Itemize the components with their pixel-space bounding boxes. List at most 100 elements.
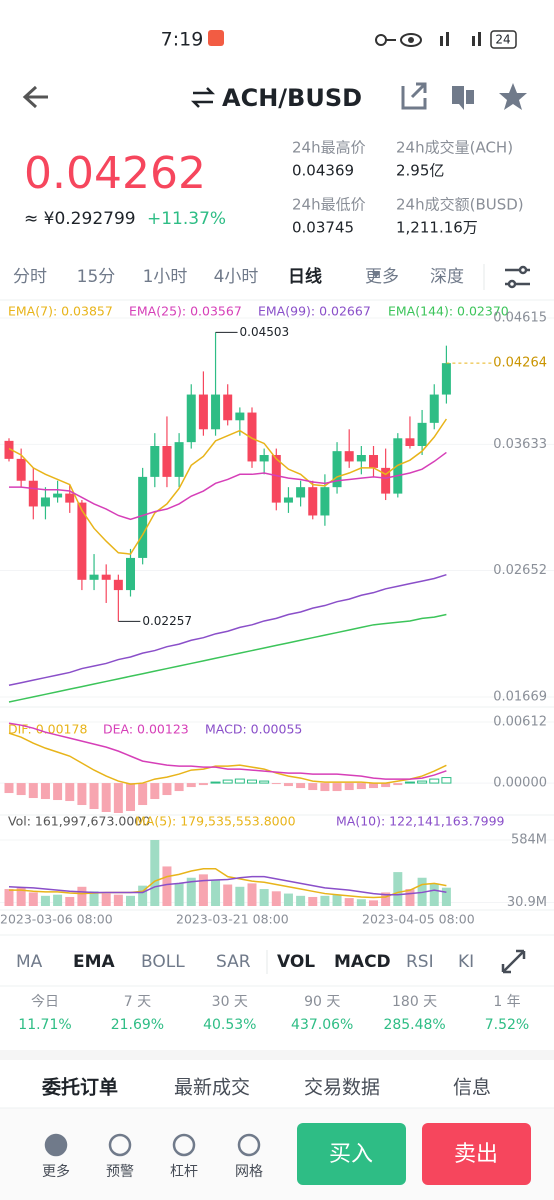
macd-bar: [234, 778, 245, 784]
candle-body: [186, 394, 196, 443]
bottom-tab[interactable]: 信息: [453, 1077, 491, 1099]
candle-body: [405, 438, 415, 447]
macd-bar: [198, 783, 208, 786]
volume-bar: [89, 891, 99, 906]
buy-label[interactable]: 买入: [329, 1142, 373, 1167]
indicator-tab[interactable]: MA: [16, 952, 43, 972]
bottom-tab[interactable]: 交易数据: [304, 1077, 380, 1099]
volume-bar: [271, 891, 281, 906]
sell-label[interactable]: 卖出: [454, 1142, 498, 1167]
buy-button[interactable]: [297, 1123, 406, 1185]
nav-label[interactable]: 预警: [106, 1164, 134, 1180]
candle-body: [126, 557, 135, 591]
volume-bar: [4, 889, 14, 906]
volume-bar: [174, 883, 184, 906]
nav-icon[interactable]: [172, 1133, 196, 1157]
section-gap: [0, 1050, 554, 1060]
favorite-icon[interactable]: [499, 83, 527, 110]
candle-body: [320, 487, 330, 516]
share-icon[interactable]: [401, 82, 427, 110]
indicator-tabs: MA EMA BOLL SAR VOL MACD RSI KI: [16, 952, 474, 972]
indicator-tab[interactable]: VOL: [277, 952, 315, 972]
nav-icon[interactable]: [44, 1133, 68, 1157]
macd-bar: [332, 783, 342, 792]
macd-bar: [53, 783, 63, 801]
nav-icon[interactable]: [108, 1133, 132, 1157]
macd-bar: [113, 783, 123, 814]
period-tab[interactable]: 日线: [288, 266, 322, 287]
indicator-tab[interactable]: MACD: [334, 952, 391, 972]
dropdown-caret: [372, 272, 380, 278]
candle-body: [308, 487, 318, 516]
indicator-tab[interactable]: EMA: [73, 952, 116, 972]
volume-bar: [441, 887, 451, 906]
period-tab[interactable]: 4小时: [214, 267, 259, 287]
period-tab[interactable]: 更多: [365, 267, 399, 287]
macd-bar: [28, 783, 38, 799]
macd-bar: [4, 783, 14, 794]
volume-bar: [198, 874, 208, 906]
fullscreen-button[interactable]: [501, 949, 526, 974]
y-tick-label: 30.9M: [507, 895, 547, 910]
volume-bar: [138, 885, 148, 906]
macd-bar: [150, 783, 160, 800]
indicator-tab[interactable]: BOLL: [141, 952, 185, 972]
period-tab[interactable]: 15分: [77, 267, 116, 287]
macd-bar: [101, 783, 111, 813]
nav-icon[interactable]: [237, 1133, 261, 1157]
indicator-line: [9, 867, 447, 899]
macd-bar: [65, 783, 75, 802]
period-tab[interactable]: 深度: [430, 267, 464, 287]
y-tick-label: 0.00000: [493, 776, 547, 791]
low-annotation: 0.02257: [142, 614, 192, 628]
period-tab[interactable]: 分时: [13, 267, 47, 287]
volume-bar: [186, 877, 196, 906]
macd-bar: [283, 783, 293, 787]
perf-value: 7.52%: [485, 1017, 529, 1033]
candle-body: [65, 493, 75, 503]
macd-bar: [77, 783, 87, 806]
nav-label[interactable]: 杠杆: [170, 1164, 198, 1180]
x-tick-label: 2023-04-05 08:00: [362, 912, 475, 927]
nav-label[interactable]: 更多: [42, 1163, 70, 1180]
macd-bar: [126, 783, 135, 812]
stat-label: 24h成交额(BUSD): [396, 196, 524, 214]
candle-body: [138, 476, 148, 558]
volume-bar: [381, 892, 391, 906]
sell-button[interactable]: [422, 1123, 531, 1185]
indicator-tab[interactable]: RSI: [406, 952, 434, 972]
stat-value: 2.95亿: [396, 162, 444, 180]
y-tick-label: 0.00612: [493, 715, 547, 730]
status-icons: [375, 32, 481, 47]
high-annotation: 0.04503: [240, 325, 290, 339]
back-button[interactable]: [22, 85, 48, 109]
candle-body: [150, 446, 160, 477]
compare-icon[interactable]: [452, 86, 474, 110]
bottom-tab[interactable]: 最新成交: [174, 1077, 250, 1099]
candle-body: [16, 458, 26, 481]
bottom-tab[interactable]: 委托订单: [41, 1076, 118, 1099]
macd-bar: [356, 783, 366, 790]
chart-settings[interactable]: [505, 265, 530, 289]
stat-value: 0.04369: [292, 162, 354, 180]
indicator-tab[interactable]: SAR: [216, 952, 251, 972]
nav-label[interactable]: 网格: [235, 1164, 263, 1180]
indicator-tab[interactable]: KI: [458, 952, 474, 972]
battery-icon: [490, 30, 517, 49]
candle-body: [223, 394, 233, 421]
macd-bar: [186, 783, 196, 788]
candle-body: [271, 455, 281, 503]
macd-bar: [40, 783, 50, 800]
status-time: 7:19: [161, 29, 204, 51]
y-tick-label: 0.02652: [493, 563, 547, 578]
kline-chart: EMA(7): 0.03857 EMA(25): 0.03567 EMA(99): …: [0, 304, 554, 927]
stat-label: 24h最低价: [292, 196, 366, 214]
volume-bar: [393, 872, 403, 906]
macd-bar: [404, 781, 415, 784]
indicator-line: [8, 732, 447, 785]
candle-body: [429, 394, 439, 423]
period-tab[interactable]: 1小时: [143, 267, 188, 287]
volume-bar: [344, 898, 354, 906]
perf-value: 40.53%: [203, 1017, 256, 1033]
